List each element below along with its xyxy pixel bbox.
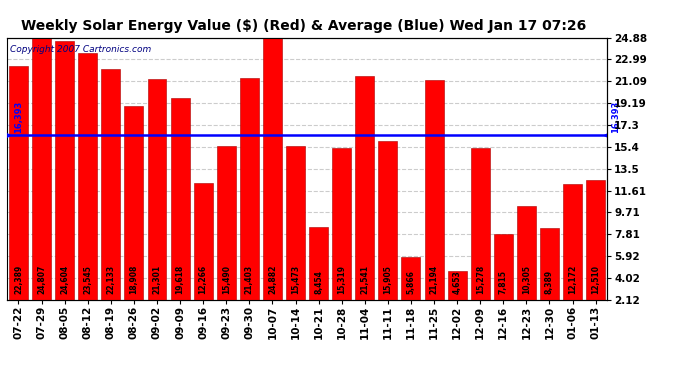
Text: 12,510: 12,510 xyxy=(591,265,600,294)
Bar xyxy=(9,66,28,300)
Bar xyxy=(101,69,120,300)
Text: 21,301: 21,301 xyxy=(152,265,161,294)
Bar xyxy=(263,38,282,300)
Bar xyxy=(170,98,190,300)
Text: 15,490: 15,490 xyxy=(221,265,230,294)
Bar xyxy=(194,183,213,300)
Bar xyxy=(402,257,420,300)
Bar xyxy=(124,106,144,300)
Text: 21,541: 21,541 xyxy=(360,265,369,294)
Bar xyxy=(78,53,97,300)
Bar xyxy=(494,234,513,300)
Text: 21,194: 21,194 xyxy=(430,265,439,294)
Text: 24,807: 24,807 xyxy=(37,265,46,294)
Text: Weekly Solar Energy Value ($) (Red) & Average (Blue) Wed Jan 17 07:26: Weekly Solar Energy Value ($) (Red) & Av… xyxy=(21,19,586,33)
Text: 8,454: 8,454 xyxy=(314,270,323,294)
Bar xyxy=(332,148,351,300)
Text: 16,393: 16,393 xyxy=(611,101,620,133)
Bar xyxy=(448,271,466,300)
Bar xyxy=(240,78,259,300)
Text: 18,908: 18,908 xyxy=(130,265,139,294)
Bar xyxy=(540,228,559,300)
Text: 7,815: 7,815 xyxy=(499,270,508,294)
Bar xyxy=(32,38,51,300)
Bar xyxy=(309,227,328,300)
Text: 15,473: 15,473 xyxy=(291,265,300,294)
Bar xyxy=(424,80,444,300)
Bar xyxy=(55,40,74,300)
Bar xyxy=(286,146,305,300)
Text: 23,545: 23,545 xyxy=(83,266,92,294)
Bar xyxy=(586,180,605,300)
Text: 8,389: 8,389 xyxy=(545,270,554,294)
Bar xyxy=(517,206,536,300)
Text: 4,653: 4,653 xyxy=(453,270,462,294)
Text: 21,403: 21,403 xyxy=(245,265,254,294)
Text: 12,266: 12,266 xyxy=(199,265,208,294)
Bar xyxy=(148,79,166,300)
Text: 10,305: 10,305 xyxy=(522,265,531,294)
Bar xyxy=(355,76,374,300)
Text: 24,604: 24,604 xyxy=(60,265,69,294)
Bar xyxy=(471,148,490,300)
Text: 15,319: 15,319 xyxy=(337,265,346,294)
Text: Copyright 2007 Cartronics.com: Copyright 2007 Cartronics.com xyxy=(10,45,151,54)
Text: 16,393: 16,393 xyxy=(14,101,23,133)
Text: 15,278: 15,278 xyxy=(475,265,484,294)
Bar xyxy=(217,146,236,300)
Bar xyxy=(563,184,582,300)
Bar xyxy=(378,141,397,300)
Text: 22,133: 22,133 xyxy=(106,265,115,294)
Text: 24,882: 24,882 xyxy=(268,265,277,294)
Text: 22,389: 22,389 xyxy=(14,265,23,294)
Text: 19,618: 19,618 xyxy=(175,265,184,294)
Text: 15,905: 15,905 xyxy=(384,266,393,294)
Text: 12,172: 12,172 xyxy=(568,265,577,294)
Text: 5,866: 5,866 xyxy=(406,270,415,294)
